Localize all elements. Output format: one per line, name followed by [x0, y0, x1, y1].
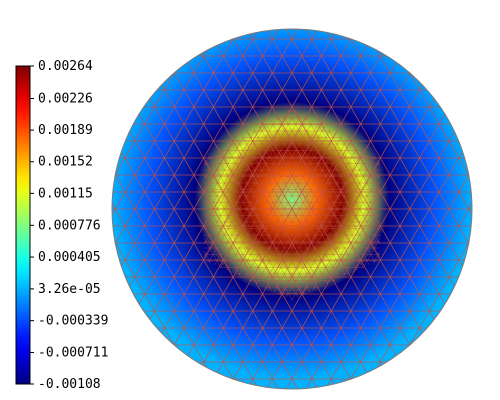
mesh-edge-fine [204, 108, 324, 300]
mesh-edge-fine [204, 125, 307, 300]
mesh-edge [112, 60, 290, 389]
colorbar-tick-label: 0.00189 [38, 123, 93, 138]
mesh-edge-fine [288, 108, 380, 286]
colorbar: 0.00264 0.00226 0.00189 0.00152 0.00115 0.000… [15, 59, 108, 392]
mesh-edge-fine [311, 145, 380, 300]
mesh-edge-fine [311, 108, 380, 273]
colorbar-tick-label: 0.000405 [38, 250, 101, 265]
mesh-edge-fine [299, 138, 380, 300]
mesh-edge-fine [294, 135, 380, 300]
colorbar-tick-label: -0.00108 [38, 377, 101, 392]
mesh-edge-fine [204, 108, 313, 296]
mesh-edge-fine [204, 108, 285, 280]
mesh-edge [146, 29, 408, 389]
colorbar-tick-label: 0.00115 [38, 186, 93, 201]
mesh-edge [294, 29, 472, 358]
mesh-edge [191, 29, 452, 389]
disk-outline [111, 28, 473, 390]
mesh-edge-fine [204, 108, 296, 286]
mesh-edge-fine [204, 108, 301, 290]
mesh-edge-fine [266, 108, 380, 299]
mesh-edge-fine [204, 108, 318, 299]
mesh-edge-fine [283, 128, 380, 300]
mesh-edge [308, 68, 472, 389]
field-fill [112, 29, 472, 389]
colorbar-tick-label: 0.00226 [38, 91, 93, 106]
colorbar-tick-label: 0.000776 [38, 218, 101, 233]
mesh-edge [264, 43, 472, 389]
mesh-edge-fine [204, 108, 290, 283]
mesh-edge-fine [204, 108, 307, 293]
mesh-edge-fine [277, 125, 380, 300]
mesh-edge-fine [204, 145, 273, 300]
mesh-edge-fine [204, 108, 279, 277]
colorbar-bar [15, 65, 31, 385]
colorbar-ticks: 0.00264 0.00226 0.00189 0.00152 0.00115 0.000… [30, 59, 108, 392]
mesh-edge-fine [204, 132, 296, 300]
mesh-edge-fine [299, 108, 380, 280]
mesh-edge [279, 51, 472, 389]
colorbar-tick-label: -0.000711 [38, 345, 108, 360]
mesh-edge-fine [204, 108, 273, 273]
colorbar-tick-label: 3.26e-05 [38, 282, 101, 297]
mesh-edge [294, 60, 472, 389]
mesh-edge [112, 43, 320, 389]
colorbar-tick-label: 0.00264 [38, 59, 93, 74]
mesh-edge-fine [288, 132, 380, 300]
mesh-edge [176, 29, 438, 389]
mesh-edge [112, 29, 290, 358]
mesh-edge [132, 29, 393, 389]
mesh-edge-fine [271, 122, 380, 300]
mesh-edge-fine [204, 138, 285, 300]
colorbar-tick-label: -0.000339 [38, 314, 108, 329]
mesh-edge [112, 29, 320, 375]
mesh-edge-fine [305, 141, 380, 300]
colorbar-tick-label: 0.00152 [38, 155, 93, 170]
mesh-edge [146, 29, 408, 389]
mesh-edge [264, 29, 472, 375]
mesh-edge [112, 29, 305, 367]
mesh-edge-fine [277, 108, 380, 293]
mesh-edge [112, 29, 276, 350]
mesh-edge [176, 29, 438, 389]
